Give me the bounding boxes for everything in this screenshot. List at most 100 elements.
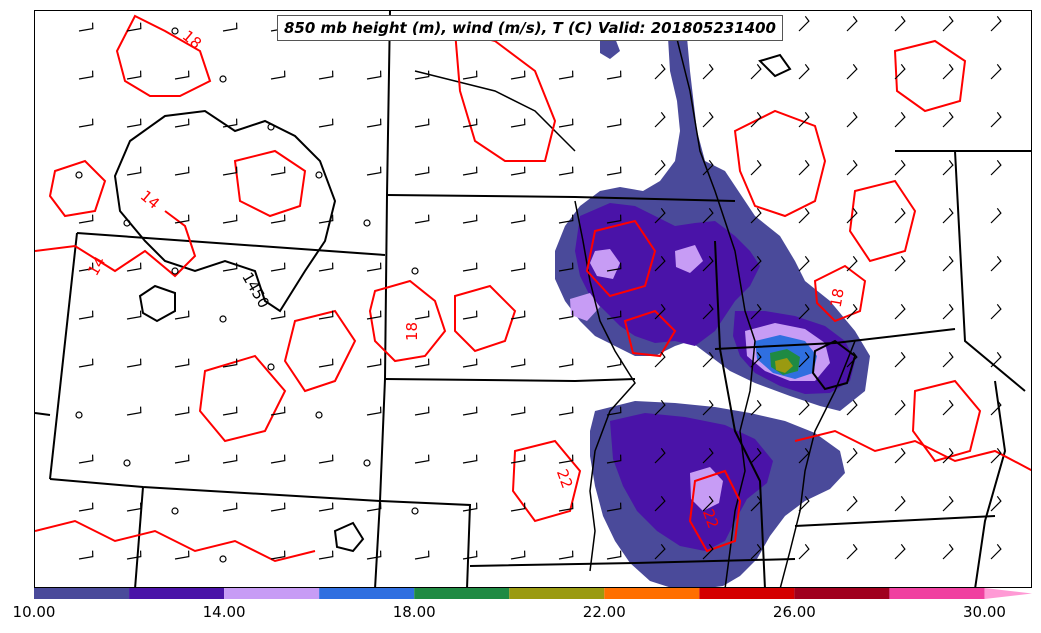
wind-barb — [270, 406, 286, 416]
weather-map: 18 14 14 18 18 22 22 1450 — [35, 11, 1031, 587]
wind-barb — [942, 495, 954, 512]
wind-barb — [846, 111, 858, 128]
wind-barb — [750, 63, 762, 80]
colorbar-bin — [794, 588, 890, 599]
temp-contour-2 — [48, 159, 107, 218]
wind-barb — [174, 454, 190, 464]
wind-barb — [654, 399, 666, 416]
wind-barb — [606, 310, 622, 320]
wind-barb — [366, 70, 382, 80]
wind-barb — [942, 447, 954, 464]
colorbar-bin — [129, 588, 225, 599]
wind-barb — [558, 166, 574, 176]
wind-barb — [270, 310, 286, 320]
wind-region-core — [575, 203, 760, 346]
calm-wind-marker — [315, 411, 323, 419]
wind-barb — [126, 262, 142, 272]
wind-barb — [270, 454, 286, 464]
wind-barb — [510, 502, 526, 512]
wind-barb — [78, 262, 94, 272]
wind-barb — [990, 15, 1002, 32]
wind-region-olive — [775, 358, 793, 373]
wind-barb — [702, 255, 714, 272]
wind-barb — [846, 255, 858, 272]
wind-region-light3 — [675, 245, 703, 273]
wind-barb — [750, 255, 762, 272]
wind-barb — [558, 358, 574, 368]
wind-barb — [78, 454, 94, 464]
wind-barb — [798, 543, 810, 560]
wind-barb — [510, 358, 526, 368]
wind-barb — [798, 63, 810, 80]
temp-contour-9 — [733, 109, 827, 218]
wind-barb — [702, 111, 714, 128]
contour-label: 1450 — [238, 269, 273, 311]
colorbar-tick-label: 26.00 — [772, 603, 816, 621]
colorbar-bin — [889, 588, 985, 599]
temp-contour-15 — [893, 39, 967, 113]
wind-barb — [798, 303, 810, 320]
wind-barb — [174, 406, 190, 416]
wind-shading — [555, 15, 870, 587]
wind-barb — [798, 399, 810, 416]
temp-contour-13 — [511, 439, 582, 523]
wind-barb — [174, 166, 190, 176]
colorbar-bins — [34, 588, 1032, 599]
wind-barb — [606, 70, 622, 80]
wind-barb — [558, 454, 574, 464]
calm-wind-marker — [267, 123, 275, 131]
wind-barb — [558, 118, 574, 128]
wind-barb — [558, 502, 574, 512]
wind-barb — [798, 207, 810, 224]
wind-barb — [846, 15, 858, 32]
temp-contour-14 — [688, 469, 742, 553]
wind-barb — [462, 358, 478, 368]
wind-barb — [750, 159, 762, 176]
wind-barb — [894, 399, 906, 416]
wind-barb — [750, 447, 762, 464]
border-6 — [386, 194, 736, 202]
wind-barb — [366, 502, 382, 512]
wind-barb — [702, 63, 714, 80]
wind-barb — [462, 550, 478, 560]
height-contour-small1 — [138, 284, 176, 323]
colorbar-tick-label: 22.00 — [582, 603, 626, 621]
wind-barb — [366, 310, 382, 320]
wind-barb — [270, 262, 286, 272]
wind-barb — [318, 70, 334, 80]
wind-barb — [990, 159, 1002, 176]
wind-barb — [894, 63, 906, 80]
wind-barb — [462, 118, 478, 128]
wind-barb — [462, 166, 478, 176]
temp-contour-8 — [453, 29, 557, 162]
wind-barb — [174, 118, 190, 128]
border-3 — [49, 232, 78, 480]
calm-wind-marker — [171, 267, 179, 275]
wind-barb — [414, 214, 430, 224]
wind-barb — [318, 310, 334, 320]
state-borders — [35, 11, 1031, 587]
calm-wind-marker — [219, 75, 227, 83]
border-15 — [974, 380, 1007, 587]
height-contour-small4 — [758, 53, 792, 78]
colorbar-tick-label: 30.00 — [962, 603, 1006, 621]
calm-wind-marker — [219, 315, 227, 323]
wind-barb — [366, 166, 382, 176]
wind-barb — [990, 543, 1002, 560]
wind-barb — [606, 118, 622, 128]
wind-barb — [174, 70, 190, 80]
wind-barb — [414, 406, 430, 416]
height-contour-small2 — [333, 521, 365, 553]
height-contour-1450 — [113, 109, 337, 313]
wind-barb — [798, 351, 810, 368]
temp-contour-16 — [848, 179, 917, 263]
calm-wind-marker — [411, 507, 419, 515]
wind-barb — [174, 358, 190, 368]
wind-barb — [702, 543, 714, 560]
calm-wind-marker — [123, 219, 131, 227]
wind-barb — [990, 447, 1002, 464]
wind-barb — [174, 310, 190, 320]
contour-label: 14 — [84, 253, 109, 279]
river-4 — [414, 70, 576, 152]
wind-barb — [654, 159, 666, 176]
